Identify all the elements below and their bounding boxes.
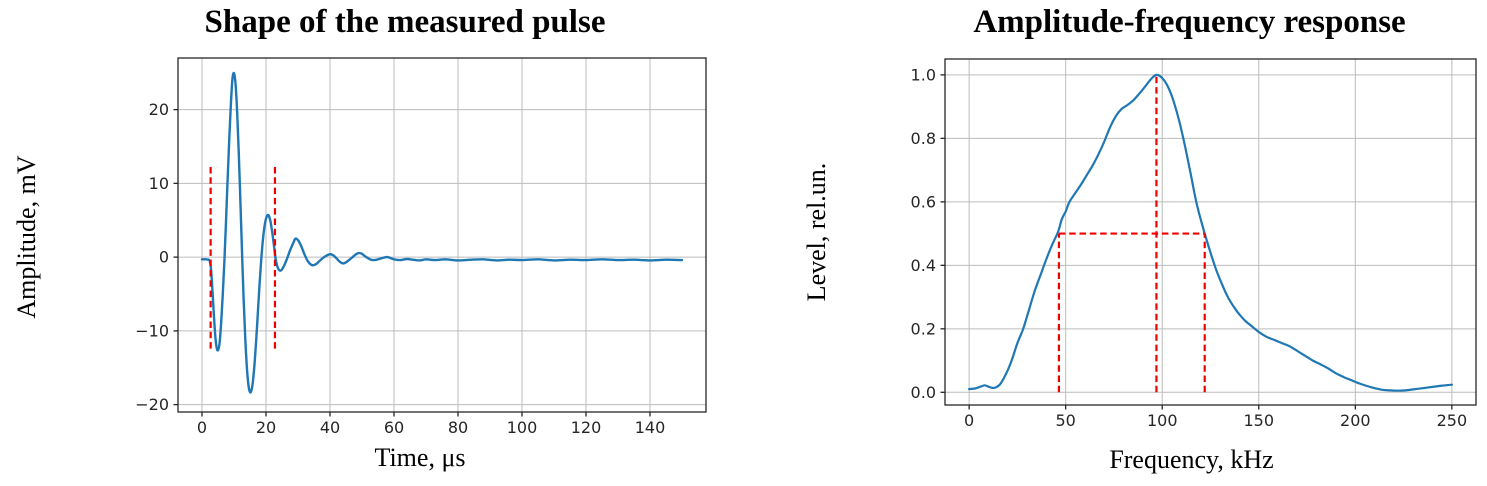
svg-text:150: 150 <box>1243 411 1274 430</box>
svg-text:0: 0 <box>964 411 974 430</box>
svg-text:100: 100 <box>507 418 538 437</box>
svg-text:0: 0 <box>197 418 207 437</box>
right-chart-xlabel: Frequency, kHz <box>1109 445 1274 474</box>
svg-text:20: 20 <box>149 100 169 119</box>
svg-text:10: 10 <box>149 174 169 193</box>
svg-text:0.4: 0.4 <box>911 256 936 275</box>
left-chart-xlabel: Time, μs <box>374 443 466 472</box>
svg-text:100: 100 <box>1147 411 1178 430</box>
svg-text:120: 120 <box>571 418 602 437</box>
svg-text:20: 20 <box>256 418 276 437</box>
svg-text:0.2: 0.2 <box>911 319 936 338</box>
svg-text:250: 250 <box>1437 411 1468 430</box>
right-chart-title: Amplitude-frequency response <box>973 4 1406 40</box>
svg-text:80: 80 <box>448 418 468 437</box>
right-chart-ylabel: Level, rel.un. <box>802 162 831 302</box>
svg-text:40: 40 <box>320 418 340 437</box>
svg-text:60: 60 <box>384 418 404 437</box>
left-chart-ylabel: Amplitude, mV <box>12 155 41 319</box>
left-chart-title: Shape of the measured pulse <box>204 4 606 40</box>
svg-text:−20: −20 <box>135 395 169 414</box>
svg-text:200: 200 <box>1340 411 1371 430</box>
svg-text:0.0: 0.0 <box>911 383 936 402</box>
svg-text:0.8: 0.8 <box>911 129 936 148</box>
svg-text:50: 50 <box>1056 411 1076 430</box>
svg-text:140: 140 <box>635 418 666 437</box>
svg-text:0.6: 0.6 <box>911 192 936 211</box>
svg-text:1.0: 1.0 <box>911 65 936 84</box>
svg-text:0: 0 <box>159 248 169 267</box>
svg-text:−10: −10 <box>135 321 169 340</box>
